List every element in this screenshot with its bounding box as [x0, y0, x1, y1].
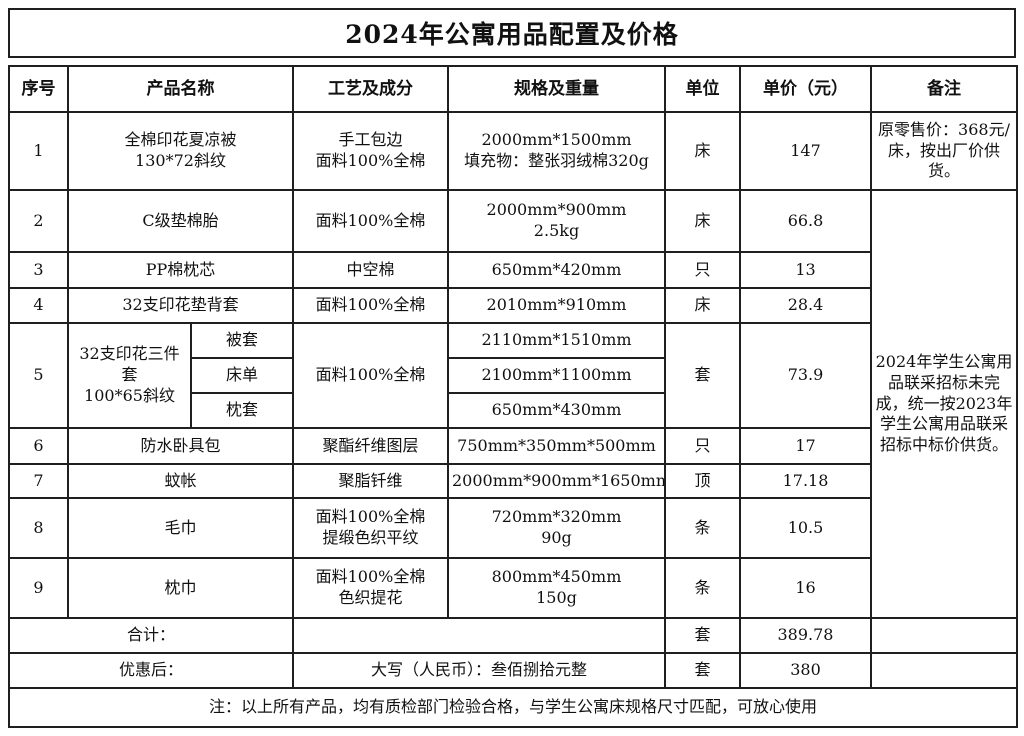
cell-index: 6 [8, 427, 69, 465]
cell-price: 16 [739, 557, 872, 619]
col-header-remark: 备注 [870, 65, 1018, 113]
cell-spec: 2010mm*910mm [447, 287, 666, 324]
cell-craft: 面料100%全棉 [292, 189, 449, 253]
cell-unit: 只 [664, 427, 741, 465]
discount-row: 优惠后： 大写（人民币）：叁佰捌拾元整 套 380 [8, 652, 1018, 689]
cell-price: 10.5 [739, 497, 872, 559]
col-header-price: 单价（元） [739, 65, 872, 113]
cell-index: 8 [8, 497, 69, 559]
cell-unit: 顶 [664, 463, 741, 499]
total-blank-cell [292, 617, 666, 654]
header-row: 序号 产品名称 工艺及成分 规格及重量 单位 单价（元） 备注 [8, 65, 1018, 113]
cell-index: 3 [8, 251, 69, 289]
cell-product-name: 防水卧具包 [67, 427, 294, 465]
cell-unit: 床 [664, 111, 741, 191]
cell-product-name: 32支印花垫背套 [67, 287, 294, 324]
table-row: 3 PP棉枕芯 中空棉 650mm*420mm 只 13 [8, 251, 1017, 289]
table-row: 7 蚊帐 聚脂钎维 2000mm*900mm*1650mm 顶 17.18 [8, 463, 1017, 499]
total-label: 合计： [8, 617, 294, 654]
col-header-unit: 单位 [664, 65, 741, 113]
table-row: 9 枕巾 面料100%全棉 色织提花 800mm*450mm 150g 条 16 [8, 557, 1017, 619]
cell-price: 28.4 [739, 287, 872, 324]
total-remark-blank [870, 617, 1018, 654]
cell-craft: 面料100%全棉 [292, 287, 449, 324]
cell-unit: 床 [664, 287, 741, 324]
cell-index: 7 [8, 463, 69, 499]
discount-remark-blank [870, 652, 1018, 689]
table-row: 1 全棉印花夏凉被 130*72斜纹 手工包边 面料100%全棉 2000mm*… [8, 111, 1018, 191]
cell-spec: 2000mm*1500mm 填充物：整张羽绒棉320g [447, 111, 666, 191]
cell-unit: 条 [664, 557, 741, 619]
cell-price: 73.9 [739, 322, 872, 429]
cell-price: 17 [739, 427, 872, 465]
cell-index: 1 [8, 111, 69, 191]
discount-unit: 套 [664, 652, 741, 689]
cell-index: 5 [8, 322, 69, 429]
table-row: 2 C级垫棉胎 面料100%全棉 2000mm*900mm 2.5kg 床 66… [8, 189, 1018, 619]
footnote: 注：以上所有产品，均有质检部门检验合格，与学生公寓床规格尺寸匹配，可放心使用 [8, 687, 1018, 728]
cell-unit: 条 [664, 497, 741, 559]
cell-craft: 聚酯纤维图层 [292, 427, 449, 465]
table-subrow: 床单 2100mm*1100mm [9, 357, 1017, 394]
cell-craft: 中空棉 [292, 251, 449, 289]
table-row: 6 防水卧具包 聚酯纤维图层 750mm*350mm*500mm 只 17 [8, 427, 1017, 465]
cell-spec: 650mm*430mm [447, 392, 666, 429]
cell-product-name: 毛巾 [67, 497, 294, 559]
col-header-spec: 规格及重量 [447, 65, 666, 113]
cell-craft: 手工包边 面料100%全棉 [292, 111, 449, 191]
table-row-set: 5 32支印花三件套 100*65斜纹 被套 面料100%全棉 2110mm*1… [8, 322, 1017, 429]
cell-unit: 只 [664, 251, 741, 289]
cell-product-name: 蚊帐 [67, 463, 294, 499]
cell-price: 147 [739, 111, 872, 191]
cell-price: 66.8 [739, 189, 872, 253]
cell-spec: 720mm*320mm 90g [447, 497, 666, 559]
total-row: 合计： 套 389.78 [8, 617, 1018, 654]
col-header-craft: 工艺及成分 [292, 65, 449, 113]
col-header-index: 序号 [8, 65, 69, 113]
cell-product-name: C级垫棉胎 [67, 189, 294, 253]
table-row: 4 32支印花垫背套 面料100%全棉 2010mm*910mm 床 28.4 [8, 287, 1017, 324]
price-table: 序号 产品名称 工艺及成分 规格及重量 单位 单价（元） 备注 1 全棉印花夏凉… [8, 65, 1018, 728]
cell-spec: 750mm*350mm*500mm [447, 427, 666, 465]
cell-unit: 床 [664, 189, 741, 253]
cell-subitem: 被套 [190, 322, 294, 359]
cell-subitem: 床单 [190, 357, 294, 394]
cell-price: 17.18 [739, 463, 872, 499]
cell-product-name: 32支印花三件套 100*65斜纹 [67, 322, 192, 429]
note-row: 注：以上所有产品，均有质检部门检验合格，与学生公寓床规格尺寸匹配，可放心使用 [8, 687, 1018, 728]
cell-product-name: PP棉枕芯 [67, 251, 294, 289]
cell-spec: 2100mm*1100mm [447, 357, 666, 394]
cell-spec: 2110mm*1510mm [447, 322, 666, 359]
table-subrow: 枕套 650mm*430mm [9, 392, 1017, 429]
discount-amount-words: 大写（人民币）：叁佰捌拾元整 [292, 652, 666, 689]
cell-craft: 面料100%全棉 [292, 322, 449, 429]
cell-subitem: 枕套 [190, 392, 294, 429]
cell-craft: 面料100%全棉 提缎色织平纹 [292, 497, 449, 559]
title-box: 2024年公寓用品配置及价格 [8, 8, 1016, 58]
cell-price: 13 [739, 251, 872, 289]
cell-spec: 2000mm*900mm 2.5kg [447, 189, 666, 253]
cell-product-name: 全棉印花夏凉被 130*72斜纹 [67, 111, 294, 191]
cell-product-name: 枕巾 [67, 557, 294, 619]
discount-label: 优惠后： [8, 652, 294, 689]
cell-remark-merged: 2024年学生公寓用品联采招标未完成，统一按2023年学生公寓用品联采招标中标价… [870, 189, 1018, 619]
cell-index: 9 [8, 557, 69, 619]
cell-craft: 面料100%全棉 色织提花 [292, 557, 449, 619]
cell-spec: 800mm*450mm 150g [447, 557, 666, 619]
total-unit: 套 [664, 617, 741, 654]
page-title: 2024年公寓用品配置及价格 [345, 20, 679, 49]
cell-spec: 2000mm*900mm*1650mm [447, 463, 666, 499]
cell-index: 2 [8, 189, 69, 253]
total-price: 389.78 [739, 617, 872, 654]
cell-unit: 套 [664, 322, 741, 429]
table-row: 8 毛巾 面料100%全棉 提缎色织平纹 720mm*320mm 90g 条 1… [8, 497, 1017, 559]
cell-craft: 聚脂钎维 [292, 463, 449, 499]
cell-remark: 原零售价：368元/床，按出厂价供货。 [870, 111, 1018, 191]
discount-price: 380 [739, 652, 872, 689]
cell-spec: 650mm*420mm [447, 251, 666, 289]
cell-index: 4 [8, 287, 69, 324]
col-header-name: 产品名称 [67, 65, 294, 113]
